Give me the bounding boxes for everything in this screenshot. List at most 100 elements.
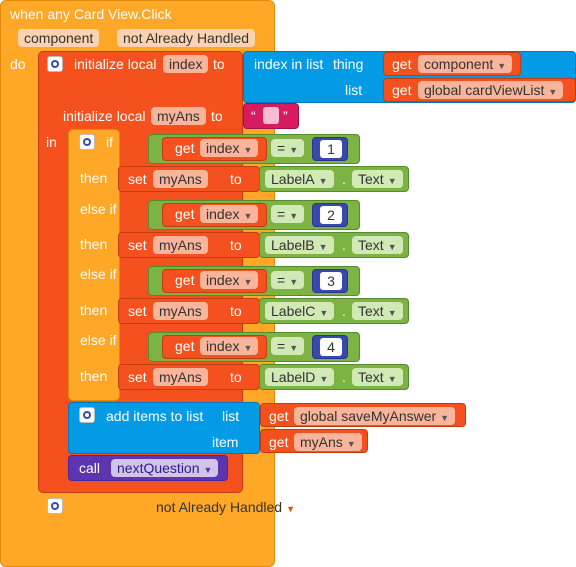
get-index-var-4[interactable]: index ▼ [200, 337, 259, 355]
add-items-gear-icon[interactable] [79, 407, 95, 423]
get-index-var-1[interactable]: index ▼ [200, 139, 259, 157]
else-if-label-4: else if [80, 332, 117, 348]
get-save-my-answer-get: get [269, 408, 289, 424]
number-value-2[interactable]: 2 [320, 206, 342, 224]
bottom-param-label: not Already Handled ▼ [156, 499, 296, 515]
local-myans-var[interactable]: myAns [151, 107, 206, 125]
number-value-3[interactable]: 3 [320, 272, 342, 290]
mutator-gear-icon[interactable] [47, 498, 63, 514]
get-index-var-2[interactable]: index ▼ [200, 205, 259, 223]
event-title: when any Card View.Click [10, 6, 172, 22]
set-to-3: to [230, 303, 242, 319]
set-to-4: to [230, 369, 242, 385]
get-card-view-list-get: get [392, 82, 412, 98]
compare-op-2[interactable]: = ▼ [271, 205, 305, 223]
property-text-1: Text [358, 171, 384, 187]
then-label-1: then [80, 170, 108, 186]
set-var-2[interactable]: myAns [153, 236, 208, 254]
get-index-var-3[interactable]: index ▼ [200, 271, 259, 289]
compare-op-text-4: = [277, 338, 286, 354]
compare-op-text-3: = [277, 272, 286, 288]
dot-3: . [342, 303, 346, 319]
get-myans-value[interactable]: myAns ▼ [294, 433, 362, 451]
then-label-2: then [80, 236, 108, 252]
set-label-2: set [128, 237, 147, 253]
get-component-value[interactable]: component ▼ [418, 55, 513, 73]
index-in-list-list: list [345, 82, 363, 98]
add-items-item-label: item [212, 434, 239, 450]
if-else-block[interactable] [68, 129, 120, 401]
get-save-my-answer-text: global saveMyAnswer [300, 408, 437, 424]
get-save-my-answer-value[interactable]: global saveMyAnswer ▼ [294, 407, 456, 425]
compare-op-4[interactable]: = ▼ [271, 337, 305, 355]
compare-op-text-2: = [277, 206, 286, 222]
component-text-2: LabelB [271, 237, 315, 253]
set-to-2: to [230, 237, 242, 253]
get-component-get: get [392, 56, 412, 72]
compare-op-1[interactable]: = ▼ [271, 139, 305, 157]
add-items-label: add items to list [106, 408, 204, 424]
compare-op-text-1: = [277, 140, 286, 156]
component-text-4: LabelD [271, 369, 316, 385]
add-items-list-label: list [222, 408, 240, 424]
set-var-3[interactable]: myAns [153, 302, 208, 320]
index-in-list-thing: thing [333, 56, 364, 72]
get-component-text: component [424, 56, 494, 72]
property-text-2: Text [358, 237, 384, 253]
index-in-list-label: index in list [254, 56, 324, 72]
component-text-1: LabelA [271, 171, 315, 187]
property-select-2[interactable]: Text ▼ [352, 236, 403, 254]
then-label-3: then [80, 302, 108, 318]
local-index-to: to [213, 56, 225, 72]
set-label-3: set [128, 303, 147, 319]
component-text-3: LabelC [271, 303, 316, 319]
else-if-label-2: else if [80, 201, 117, 217]
compare-op-3[interactable]: = ▼ [271, 271, 305, 289]
if-label: if [106, 134, 113, 150]
set-var-4[interactable]: myAns [153, 368, 208, 386]
set-var-1[interactable]: myAns [153, 170, 208, 188]
property-select-1[interactable]: Text ▼ [352, 170, 403, 188]
number-value-1[interactable]: 1 [320, 140, 342, 158]
get-myans-get: get [269, 434, 289, 450]
local-index-var[interactable]: index [163, 55, 209, 73]
property-text-3: Text [358, 303, 384, 319]
get-index-text-2: index [206, 206, 240, 222]
else-if-label-3: else if [80, 266, 117, 282]
get-index-get-4: get [175, 338, 195, 354]
set-to-1: to [230, 171, 242, 187]
dot-2: . [342, 237, 346, 253]
local-index-gear-icon[interactable] [47, 56, 63, 72]
param-component[interactable]: component [18, 29, 100, 47]
component-select-3[interactable]: LabelC ▼ [265, 302, 335, 320]
component-select-2[interactable]: LabelB ▼ [265, 236, 334, 254]
quote-close: ” [283, 108, 288, 124]
property-select-4[interactable]: Text ▼ [352, 368, 403, 386]
do-label: do [10, 56, 26, 72]
add-items-to-list-block[interactable] [68, 402, 260, 454]
get-myans-text: myAns [300, 434, 343, 450]
get-card-view-list-value[interactable]: global cardViewList ▼ [418, 81, 564, 99]
get-index-text-3: index [206, 272, 240, 288]
local-index-label: initialize local [74, 56, 157, 72]
property-text-4: Text [358, 369, 384, 385]
get-card-view-list-text: global cardViewList [424, 82, 545, 98]
procedure-name: nextQuestion [117, 460, 200, 476]
get-index-text-4: index [206, 338, 240, 354]
local-myans-label: initialize local [63, 108, 146, 124]
param-not-already-handled[interactable]: not Already Handled [117, 29, 256, 47]
dot-1: . [342, 171, 346, 187]
component-select-1[interactable]: LabelA ▼ [265, 170, 334, 188]
then-label-4: then [80, 368, 108, 384]
local-myans-to: to [211, 108, 223, 124]
procedure-select[interactable]: nextQuestion ▼ [111, 459, 219, 477]
in-label: in [46, 134, 57, 150]
if-gear-icon[interactable] [79, 134, 95, 150]
empty-text-field[interactable] [263, 107, 279, 124]
number-value-4[interactable]: 4 [320, 338, 342, 356]
set-label-1: set [128, 171, 147, 187]
property-select-3[interactable]: Text ▼ [352, 302, 403, 320]
quote-open: “ [251, 108, 256, 124]
component-select-4[interactable]: LabelD ▼ [265, 368, 335, 386]
dot-4: . [342, 369, 346, 385]
